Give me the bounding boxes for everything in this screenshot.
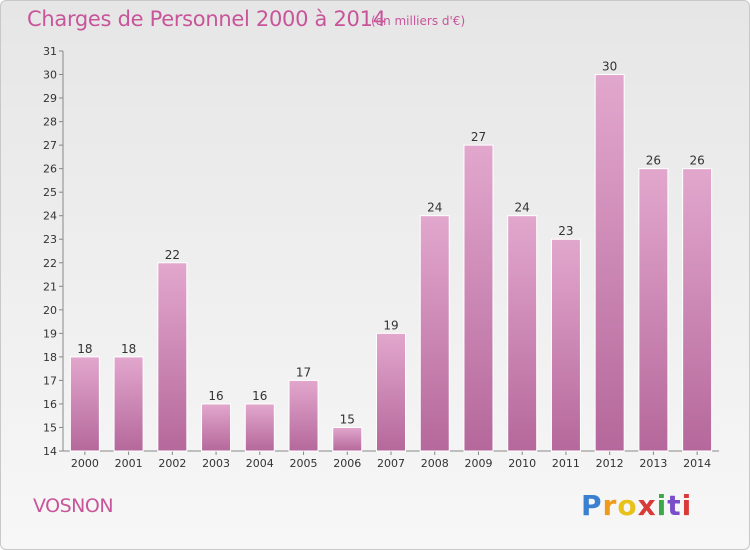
y-tick-label: 30	[43, 69, 57, 82]
y-tick-label: 31	[43, 45, 57, 58]
value-label-2006: 15	[340, 412, 355, 426]
x-tick-label: 2010	[508, 457, 536, 470]
chart-axes: 14 15 16 17 18 19 20 21 22 23 24 25 26 27 28 29 30 31	[43, 45, 719, 458]
y-tick-label: 29	[43, 92, 57, 105]
y-tick-label: 24	[43, 210, 57, 223]
y-tick-label: 20	[43, 304, 57, 317]
x-tick-label: 2006	[333, 457, 361, 470]
x-tick-label: 2014	[683, 457, 711, 470]
y-tick-label: 27	[43, 139, 57, 152]
y-tick-label: 14	[43, 445, 57, 458]
x-tick-label: 2013	[639, 457, 667, 470]
x-tick-label: 2012	[596, 457, 624, 470]
bar-2001	[113, 356, 144, 452]
bar-2007	[376, 332, 406, 452]
y-tick-label: 19	[43, 327, 57, 340]
chart-unit: (en milliers d'€)	[371, 14, 466, 28]
x-tick-label: 2005	[290, 457, 318, 470]
value-label-2001: 18	[121, 342, 136, 356]
x-tick-label: 2002	[158, 457, 186, 470]
y-tick-label: 22	[43, 257, 57, 270]
y-tick-label: 28	[43, 116, 57, 129]
value-label-2002: 22	[165, 248, 180, 262]
x-tick-label: 2003	[202, 457, 230, 470]
x-tick-label: 2001	[115, 457, 143, 470]
y-tick-label: 25	[43, 186, 57, 199]
x-tick-label: 2004	[246, 457, 274, 470]
value-label-2011: 23	[558, 224, 573, 238]
bar-2005	[288, 379, 319, 452]
bar-2000	[69, 356, 100, 452]
bar-2013	[638, 168, 669, 452]
y-tick-label: 23	[43, 233, 57, 246]
value-label-2012: 30	[602, 60, 617, 74]
y-tick-label: 18	[43, 351, 57, 364]
chart-title: Charges de Personnel 2000 à 2014	[27, 7, 386, 31]
y-tick-label: 26	[43, 163, 57, 176]
value-label-2000: 18	[77, 342, 92, 356]
bar-2009	[463, 144, 494, 452]
bar-2011	[550, 238, 581, 452]
bar-2002	[157, 262, 188, 452]
chart-labels: 2000 18 2001 18 2002 22 2003 16 2004 16 2005 17 2006…	[71, 60, 711, 470]
value-label-2009: 27	[471, 130, 486, 144]
x-tick-label: 2009	[464, 457, 492, 470]
y-tick-label: 16	[43, 398, 57, 411]
value-label-2014: 26	[689, 154, 704, 168]
value-label-2007: 19	[383, 318, 398, 332]
value-label-2004: 16	[252, 389, 267, 403]
bar-2014	[682, 168, 713, 452]
x-tick-label: 2011	[552, 457, 580, 470]
proxiti-logo: Proxiti	[581, 489, 693, 522]
bar-2008	[419, 215, 450, 452]
y-tick-label: 17	[43, 374, 57, 387]
chart-bars	[69, 74, 713, 452]
y-tick-label: 21	[43, 280, 57, 293]
y-tick-label: 15	[43, 421, 57, 434]
bar-2006	[332, 426, 363, 452]
value-label-2003: 16	[208, 389, 223, 403]
bar-2012	[594, 74, 625, 452]
x-tick-label: 2007	[377, 457, 405, 470]
value-label-2005: 17	[296, 365, 311, 379]
value-label-2010: 24	[515, 201, 530, 215]
value-label-2013: 26	[646, 154, 661, 168]
commune-name: VOSNON	[33, 495, 114, 517]
bar-2004	[244, 403, 275, 452]
bar-2003	[201, 403, 232, 452]
value-label-2008: 24	[427, 201, 442, 215]
x-tick-label: 2000	[71, 457, 99, 470]
x-tick-label: 2008	[421, 457, 449, 470]
bar-2010	[507, 215, 538, 452]
